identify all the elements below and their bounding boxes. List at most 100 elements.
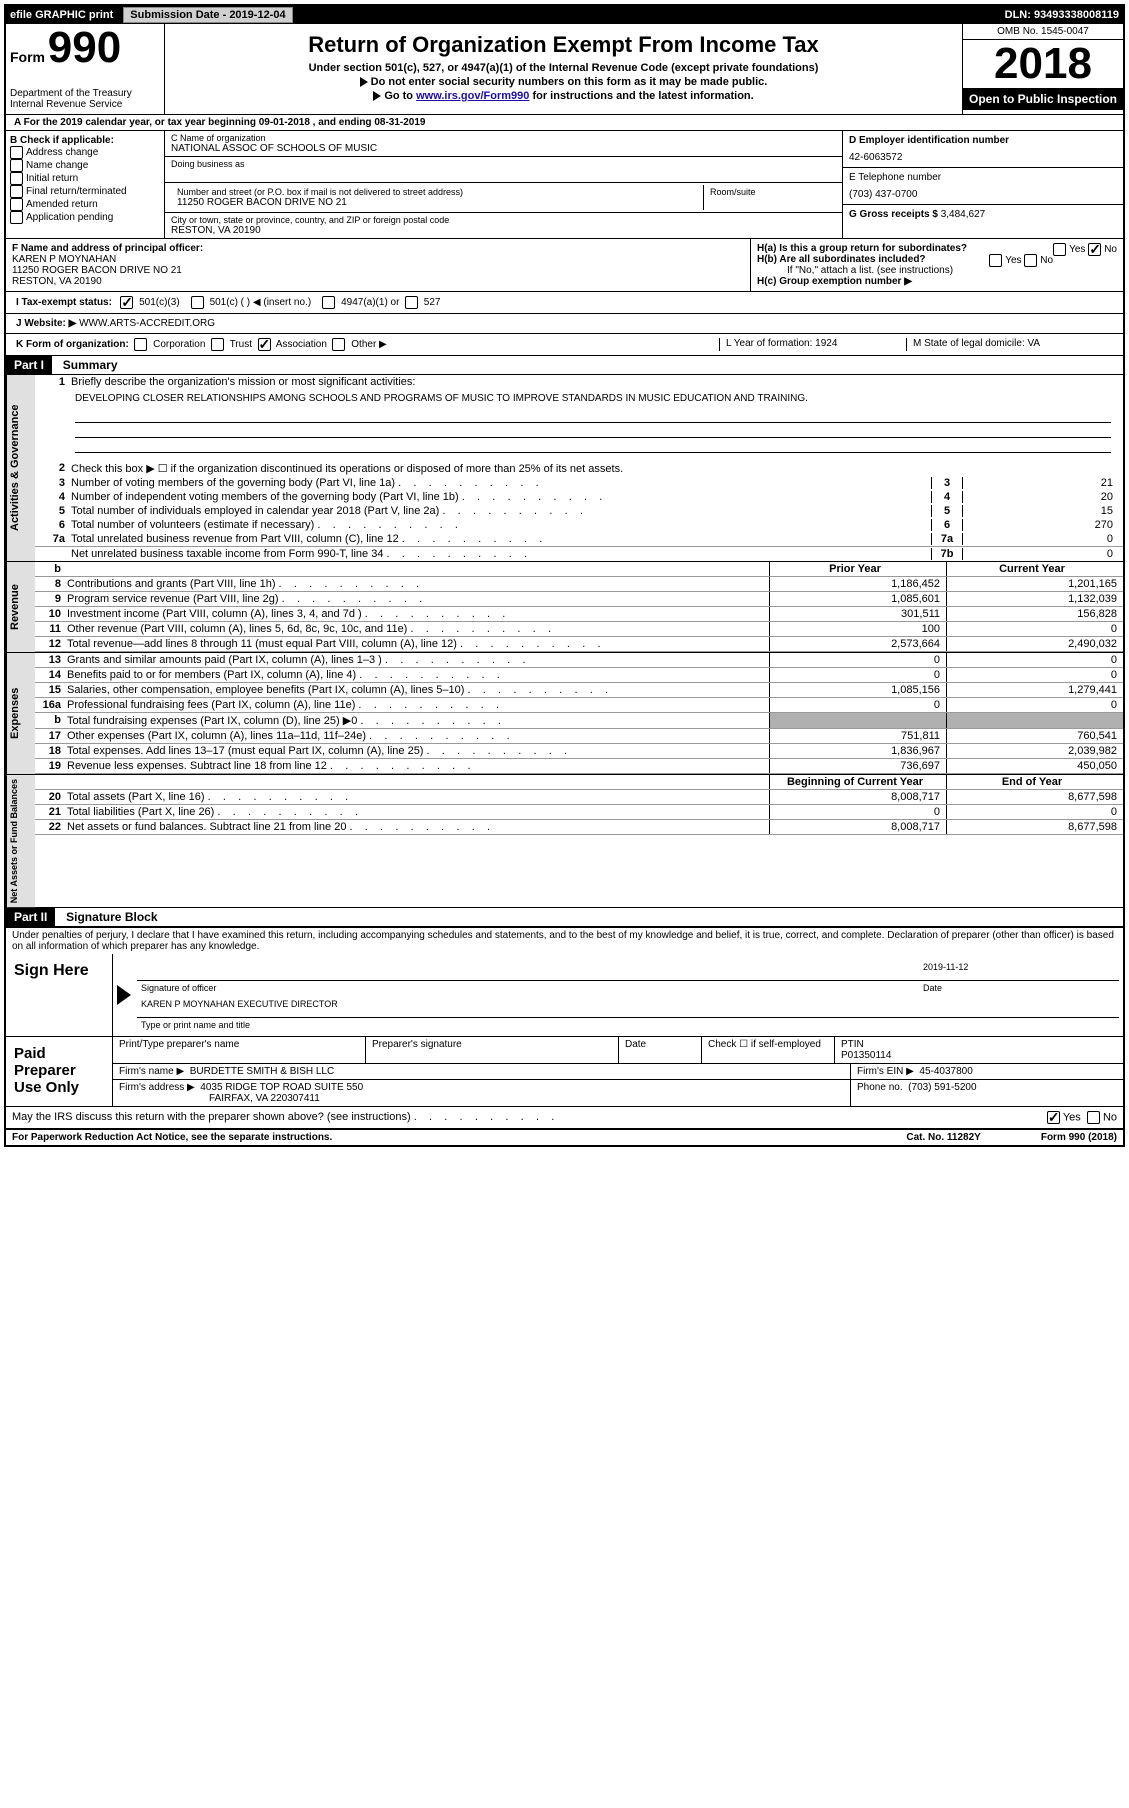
- no-label: No: [1104, 244, 1117, 255]
- form-ref: Form 990 (2018): [1041, 1132, 1117, 1143]
- chk-corp[interactable]: [134, 338, 147, 351]
- prior-year-value: 1,186,452: [769, 577, 946, 591]
- paid-preparer-label: Paid Preparer Use Only: [6, 1037, 113, 1106]
- line-num: 13: [35, 653, 67, 667]
- no-label: No: [1040, 255, 1053, 266]
- submission-date-btn[interactable]: Submission Date - 2019-12-04: [123, 7, 292, 23]
- assoc-label: Association: [276, 339, 327, 350]
- q7a: Total unrelated business revenue from Pa…: [71, 533, 931, 545]
- tab-activities: Activities & Governance: [6, 375, 35, 561]
- footer: For Paperwork Reduction Act Notice, see …: [6, 1130, 1123, 1145]
- chk-other[interactable]: [332, 338, 345, 351]
- line-text: Grants and similar amounts paid (Part IX…: [67, 653, 769, 667]
- irs-link[interactable]: www.irs.gov/Form990: [416, 90, 529, 102]
- prior-year-value: 2,573,664: [769, 637, 946, 651]
- part1-header: Part I Summary: [6, 356, 1123, 375]
- gross-receipts: 3,484,627: [941, 209, 986, 220]
- prior-year-label: Prior Year: [769, 562, 946, 576]
- chk-4947[interactable]: [322, 296, 335, 309]
- sign-arrow-icon: [117, 985, 131, 1005]
- line-num: 18: [35, 744, 67, 758]
- line-text: Other revenue (Part VIII, column (A), li…: [67, 622, 769, 636]
- sig-date: 2019-11-12: [919, 958, 1119, 980]
- line-num: 15: [35, 683, 67, 697]
- chk-trust[interactable]: [211, 338, 224, 351]
- triangle-icon: [373, 91, 381, 101]
- chk-name[interactable]: [10, 159, 23, 172]
- signature-block: Under penalties of perjury, I declare th…: [6, 927, 1123, 1130]
- line-text: Total liabilities (Part X, line 26): [67, 805, 769, 819]
- no-label: No: [1103, 1111, 1117, 1123]
- current-year-value: 0: [946, 668, 1123, 682]
- discuss-yes-chk[interactable]: [1047, 1111, 1060, 1124]
- tax-year: 2018: [963, 40, 1123, 88]
- chk-501c[interactable]: [191, 296, 204, 309]
- begin-year-label: Beginning of Current Year: [769, 775, 946, 789]
- top-bar: efile GRAPHIC print Submission Date - 20…: [6, 6, 1123, 24]
- current-year-value: 156,828: [946, 607, 1123, 621]
- goto-post: for instructions and the latest informat…: [529, 90, 753, 102]
- date-label: Date: [919, 980, 1119, 995]
- chk-final[interactable]: [10, 185, 23, 198]
- current-year-value: 2,039,982: [946, 744, 1123, 758]
- tab-revenue: Revenue: [6, 562, 35, 652]
- line-num: 9: [35, 592, 67, 606]
- discuss-no-chk[interactable]: [1087, 1111, 1100, 1124]
- line-num: b: [35, 713, 67, 728]
- chk-assoc[interactable]: [258, 338, 271, 351]
- typed-name: KAREN P MOYNAHAN EXECUTIVE DIRECTOR: [137, 995, 1119, 1017]
- typed-label: Type or print name and title: [137, 1017, 1119, 1032]
- current-year-value: 1,201,165: [946, 577, 1123, 591]
- line-num: 19: [35, 759, 67, 773]
- header-title-block: Return of Organization Exempt From Incom…: [165, 24, 962, 114]
- ha-yes-chk[interactable]: [1053, 243, 1066, 256]
- dept-label: Department of the Treasury Internal Reve…: [10, 88, 160, 110]
- chk-app[interactable]: [10, 211, 23, 224]
- prep-name-label: Print/Type preparer's name: [113, 1037, 366, 1063]
- part2-title: Signature Block: [66, 910, 157, 924]
- financial-line: bTotal fundraising expenses (Part IX, co…: [35, 713, 1123, 729]
- line-num: 21: [35, 805, 67, 819]
- app-pending-label: Application pending: [26, 212, 113, 223]
- hb-no-chk[interactable]: [1024, 254, 1037, 267]
- section-i: I Tax-exempt status: 501(c)(3) 501(c) ( …: [6, 292, 1123, 314]
- line-num: 17: [35, 729, 67, 743]
- prior-year-value: 751,811: [769, 729, 946, 743]
- line-num: 22: [35, 820, 67, 834]
- yes-label: Yes: [1069, 244, 1085, 255]
- name-change-label: Name change: [26, 160, 88, 171]
- tab-expenses: Expenses: [6, 653, 35, 774]
- form-section: Under section 501(c), 527, or 4947(a)(1)…: [169, 62, 958, 74]
- chk-501c3[interactable]: [120, 296, 133, 309]
- firm-name: BURDETTE SMITH & BISH LLC: [190, 1066, 334, 1077]
- line-num: 11: [35, 622, 67, 636]
- current-year-value: 1,279,441: [946, 683, 1123, 697]
- part1-label: Part I: [6, 356, 52, 374]
- line-num: 12: [35, 637, 67, 651]
- hb-yes-chk[interactable]: [989, 254, 1002, 267]
- chk-addr[interactable]: [10, 146, 23, 159]
- line-text: Other expenses (Part IX, column (A), lin…: [67, 729, 769, 743]
- line-num: 8: [35, 577, 67, 591]
- prior-year-value: 100: [769, 622, 946, 636]
- prior-year-value: [769, 713, 946, 728]
- ha-no-chk[interactable]: [1088, 243, 1101, 256]
- chk-amend[interactable]: [10, 198, 23, 211]
- omb-number: OMB No. 1545-0047: [963, 24, 1123, 40]
- financial-line: 14Benefits paid to or for members (Part …: [35, 668, 1123, 683]
- goto-pre: Go to: [384, 90, 416, 102]
- q2: Check this box ▶ ☐ if the organization d…: [71, 462, 1119, 475]
- prior-year-value: 0: [769, 805, 946, 819]
- financial-line: 18Total expenses. Add lines 13–17 (must …: [35, 744, 1123, 759]
- firm-addr1: 4035 RIDGE TOP ROAD SUITE 550: [200, 1082, 363, 1093]
- chk-init[interactable]: [10, 172, 23, 185]
- line-text: Total fundraising expenses (Part IX, col…: [67, 713, 769, 728]
- prep-sig-label: Preparer's signature: [366, 1037, 619, 1063]
- section-fh: F Name and address of principal officer:…: [6, 239, 1123, 292]
- line-text: Total assets (Part X, line 16): [67, 790, 769, 804]
- line-text: Professional fundraising fees (Part IX, …: [67, 698, 769, 712]
- line-text: Contributions and grants (Part VIII, lin…: [67, 577, 769, 591]
- chk-527[interactable]: [405, 296, 418, 309]
- ruled-line: [75, 438, 1111, 453]
- phone: (703) 437-0700: [849, 189, 1117, 200]
